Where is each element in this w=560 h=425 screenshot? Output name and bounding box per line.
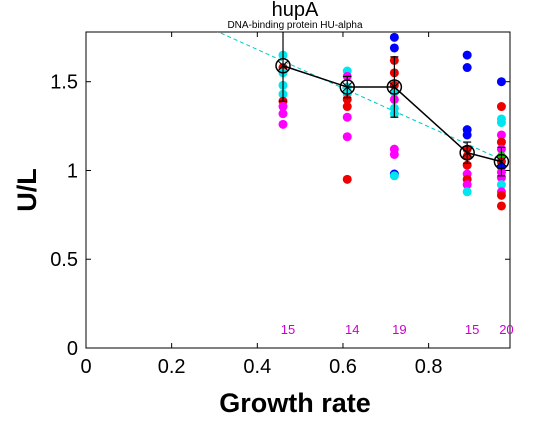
mean-marker-x [389,81,400,93]
mean-marker [339,79,356,95]
data-point [342,132,352,142]
data-point [389,32,399,42]
y-axis-label: U/L [12,168,42,212]
data-point [389,149,399,159]
x-tick-label: 0 [80,356,91,378]
x-tick-label: 0.6 [329,356,357,378]
chart-title: hupA [272,0,319,21]
data-point [342,102,352,112]
data-point [496,77,506,87]
data-point [462,50,472,60]
plot-frame [85,31,511,349]
data-point [496,118,506,128]
data-point [342,174,352,184]
x-axis-label: Growth rate [219,388,371,418]
count-label: 14 [345,322,359,337]
data-point [462,180,472,190]
mean-marker-x [277,60,289,72]
data-point [496,190,506,200]
x-tick-label: 0.8 [415,356,443,378]
mean-marker-x [341,81,353,93]
data-point [462,63,472,73]
x-tick-label: 0.2 [158,356,186,378]
y-tick-label: 0 [67,338,78,360]
count-label: 15 [465,322,479,337]
data-point [462,130,472,140]
x-tick-label: 0.4 [243,356,271,378]
data-point [278,109,288,119]
data-point [389,43,399,53]
data-point [342,112,352,122]
plot-content [217,32,510,211]
data-point [278,102,288,112]
mean-marker [459,144,475,161]
y-tick-label: 1.5 [50,72,78,94]
count-label: 19 [392,322,406,337]
data-point [496,201,506,211]
mean-marker [386,79,403,95]
plot-layer: 0 0.2 0.4 0.6 0.8 0 0.5 1 1.5 15 14 19 15 20 [50,31,514,378]
data-point [496,102,506,112]
y-tick-label: 1 [67,160,78,182]
y-tick-label: 0.5 [50,249,78,271]
data-point [496,130,506,140]
trend-line [217,32,510,164]
data-point [462,187,472,197]
data-point [389,171,399,181]
data-point [496,180,506,190]
mean-marker [275,57,291,74]
data-point [278,119,288,129]
mean-marker-x [461,147,473,159]
chart-subtitle: DNA-binding protein HU-alpha [227,20,363,31]
data-point [496,137,506,147]
mean-marker-x [496,156,507,167]
count-label: 20 [499,322,513,337]
count-label: 15 [281,322,295,337]
mean-marker [493,153,510,170]
